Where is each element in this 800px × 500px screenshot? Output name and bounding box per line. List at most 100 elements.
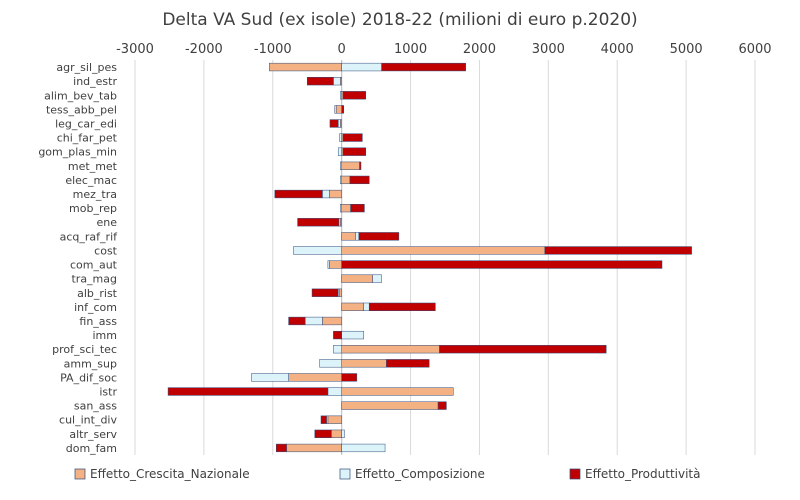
legend-label-1: Effetto_Composizione (355, 467, 485, 481)
x-tick-label: 0 (338, 42, 346, 57)
y-category-label: cul_int_div (59, 414, 117, 427)
bar-met_met-series-0 (341, 161, 360, 170)
bar-elec_mac-series-2 (349, 175, 370, 185)
legend-label-2: Effetto_Produttività (585, 467, 700, 481)
bar-ind_estr-series-1 (333, 77, 341, 86)
bar-istr-series-2 (167, 387, 329, 396)
bar-met_met-series-1 (340, 161, 342, 170)
bar-mob_rep-series-1 (340, 203, 342, 213)
y-category-label: tra_mag (71, 273, 117, 286)
bar-com_aut-series-1 (327, 260, 330, 269)
y-category-label: inf_com (74, 301, 117, 314)
bar-leg_car_edi-series-2 (329, 119, 339, 128)
y-category-label: agr_sil_pes (56, 61, 117, 74)
bar-tess_abb_pel-series-2 (341, 105, 344, 114)
y-category-label: imm (93, 329, 118, 342)
bar-elec_mac-series-0 (341, 175, 351, 185)
bar-com_aut-series-2 (341, 260, 663, 269)
bar-san_ass-series-0 (341, 401, 439, 410)
bar-alb_rist-series-0 (339, 288, 342, 297)
y-category-label: altr_serv (69, 428, 117, 441)
x-tick-label: 4000 (601, 42, 634, 57)
bar-PA_dif_soc-series-2 (341, 373, 358, 382)
bar-inf_com-series-1 (363, 302, 370, 312)
bar-cul_int_div-series-2 (320, 415, 327, 424)
bar-mez_tra-series-0 (329, 189, 342, 199)
y-category-label: leg_car_edi (55, 117, 117, 130)
bar-altr_serv-series-2 (314, 429, 332, 438)
x-tick-label: 2000 (463, 42, 496, 57)
bar-amm_sup-series-0 (341, 359, 387, 368)
bar-prof_sci_tec-series-1 (333, 345, 342, 354)
bar-chi_far_pet-series-2 (342, 133, 363, 142)
bar-cost-series-1 (293, 246, 342, 255)
bar-cul_int_div-series-0 (327, 415, 342, 424)
bar-fin_ass-series-2 (288, 316, 306, 326)
y-category-label: tess_abb_pel (46, 103, 117, 116)
bar-imm-series-1 (341, 330, 364, 340)
x-tick-label: 1000 (394, 42, 427, 57)
y-category-label: chi_far_pet (57, 132, 118, 145)
bar-gom_plas_min-series-2 (342, 147, 367, 156)
bar-PA_dif_soc-series-0 (288, 373, 342, 382)
bar-tra_mag-series-0 (341, 274, 373, 283)
bar-altr_serv-series-1 (341, 429, 345, 438)
y-category-label: ene (96, 216, 117, 229)
bar-PA_dif_soc-series-1 (251, 373, 289, 382)
y-category-label: cost (94, 244, 118, 257)
bar-alb_rist-series-2 (311, 288, 339, 297)
bar-agr_sil_pes-series-2 (381, 62, 466, 72)
bar-dom_fam-series-1 (341, 443, 386, 453)
y-category-label: istr (99, 386, 117, 399)
y-category-label: met_met (68, 160, 118, 173)
bar-leg_car_edi-series-1 (337, 119, 341, 128)
bar-chi_far_pet-series-1 (339, 133, 342, 142)
bar-altr_serv-series-0 (331, 429, 342, 438)
bar-gom_plas_min-series-1 (337, 147, 342, 156)
bar-alim_bev_tab-series-2 (342, 91, 367, 100)
y-category-label: san_ass (74, 400, 117, 413)
chart-title: Delta VA Sud (ex isole) 2018-22 (milioni… (162, 10, 637, 30)
bar-ind_estr-series-2 (306, 77, 334, 86)
y-category-label: mob_rep (69, 202, 117, 215)
y-category-label: dom_fam (66, 442, 117, 455)
bar-amm_sup-series-2 (386, 359, 430, 368)
bar-met_met-series-2 (359, 161, 362, 170)
x-tick-label: -1000 (254, 42, 292, 57)
y-category-label: elec_mac (65, 174, 117, 187)
x-tick-label: 6000 (738, 42, 771, 57)
x-tick-label: -2000 (185, 42, 223, 57)
bar-acq_raf_rif-series-2 (358, 232, 400, 241)
bar-prof_sci_tec-series-0 (341, 345, 440, 354)
bar-cost-series-2 (544, 246, 692, 255)
bar-fin_ass-series-0 (322, 316, 342, 326)
bar-dom_fam-series-2 (275, 443, 287, 453)
bar-amm_sup-series-1 (319, 359, 342, 368)
bar-tess_abb_pel-series-0 (335, 105, 342, 114)
x-tick-label: 3000 (532, 42, 565, 57)
legend-swatch-0 (74, 468, 86, 480)
y-category-label: com_aut (70, 259, 118, 272)
legend-swatch-2 (569, 468, 581, 480)
bar-imm-series-2 (333, 330, 342, 340)
bar-dom_fam-series-0 (286, 443, 342, 453)
bar-agr_sil_pes-series-0 (269, 62, 342, 72)
y-category-label: alb_rist (77, 287, 118, 300)
x-tick-label: 5000 (670, 42, 703, 57)
legend-swatch-1 (339, 468, 351, 480)
bar-acq_raf_rif-series-1 (355, 232, 360, 241)
bar-inf_com-series-0 (341, 302, 364, 312)
y-category-label: ind_estr (73, 75, 117, 88)
bar-mob_rep-series-0 (341, 203, 351, 213)
bar-ene-series-2 (297, 218, 340, 227)
bar-alim_bev_tab-series-1 (340, 91, 342, 100)
y-category-label: gom_plas_min (38, 146, 117, 159)
bar-san_ass-series-2 (437, 401, 447, 410)
bar-elec_mac-series-1 (340, 175, 342, 185)
y-category-label: prof_sci_tec (52, 343, 117, 356)
legend-label-0: Effetto_Crescita_Nazionale (90, 467, 250, 481)
y-category-label: fin_ass (79, 315, 117, 328)
y-category-label: alim_bev_tab (44, 89, 117, 102)
bar-com_aut-series-0 (329, 260, 342, 269)
x-tick-label: -3000 (116, 42, 154, 57)
